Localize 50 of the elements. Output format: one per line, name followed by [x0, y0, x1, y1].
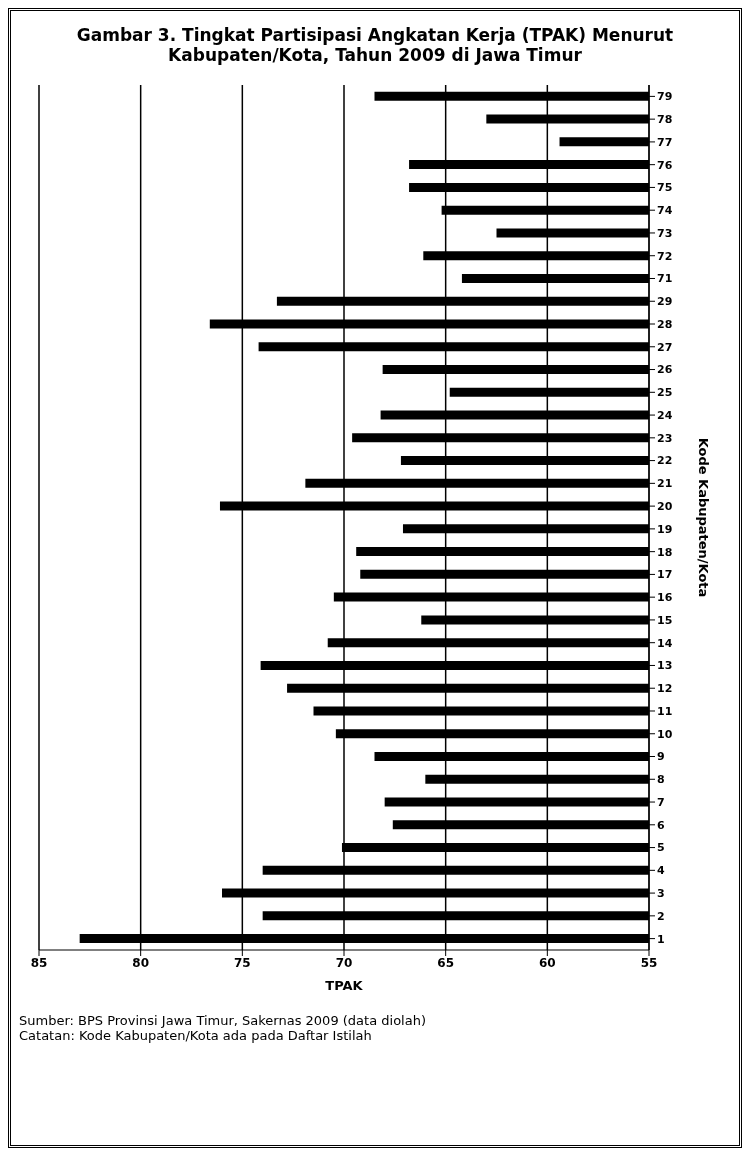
- chart-title: Gambar 3. Tingkat Partisipasi Angkatan Kerja (TPAK) Menurut Kabupaten/Kota, Tahun 2009 di Jawa Timur: [75, 25, 675, 65]
- y-tick-label: 11: [657, 704, 673, 718]
- text: Sumber: BPS Provinsi Jawa Timur, Sakernas 2009 (data diolah): [19, 1013, 427, 1028]
- y-tick-label: 29: [657, 295, 673, 309]
- y-tick-label: 27: [657, 340, 673, 354]
- y-tick-label: 12: [657, 682, 673, 696]
- y-tick-label: 77: [657, 135, 673, 149]
- y-tick-label: 16: [657, 591, 673, 605]
- y-tick-label: 25: [657, 386, 673, 400]
- y-tick-label: 22: [657, 454, 673, 468]
- y-tick-label: 28: [657, 317, 673, 331]
- y-tick-label: 3: [657, 887, 665, 900]
- y-tick-label: 1: [657, 932, 665, 946]
- y-tick-label: 20: [657, 500, 673, 514]
- y-tick-label: 79: [657, 90, 673, 104]
- y-tick-label: 71: [657, 272, 673, 286]
- x-axis-title: TPAK: [325, 978, 364, 993]
- y-tick-label: 6: [657, 818, 665, 832]
- x-tick-label: 80: [132, 955, 150, 970]
- y-axis-title: Kode Kabupaten/Kota: [696, 437, 712, 598]
- x-tick-label: 75: [233, 955, 251, 970]
- y-tick-label: 73: [657, 226, 673, 240]
- y-tick-label: 9: [657, 750, 665, 764]
- y-tick-label: 8: [657, 773, 665, 787]
- y-tick-label: 10: [657, 727, 673, 741]
- y-tick-label: 26: [657, 363, 673, 377]
- text: Catatan: Kode Kabupaten/Kota ada pada Daftar Istilah: [19, 1028, 373, 1043]
- y-tick-label: 24: [657, 408, 673, 422]
- y-tick-label: 78: [657, 113, 673, 127]
- x-tick-label: 85: [30, 955, 48, 970]
- y-tick-label: 17: [657, 568, 673, 582]
- y-tick-label: 5: [657, 841, 665, 855]
- y-tick-label: 75: [657, 181, 673, 195]
- x-tick-label: 70: [335, 955, 353, 970]
- y-tick-label: 15: [657, 613, 673, 627]
- x-tick-label: 65: [437, 955, 455, 970]
- y-tick-label: 76: [657, 158, 673, 172]
- y-tick-label: 21: [657, 477, 673, 491]
- y-tick-label: 72: [657, 249, 673, 263]
- y-tick-label: 13: [657, 659, 673, 673]
- x-tick-label: 60: [538, 955, 556, 970]
- y-tick-label: 18: [657, 545, 673, 559]
- x-tick-label: 55: [640, 955, 658, 970]
- y-tick-label: 2: [657, 909, 665, 923]
- y-tick-label: 4: [657, 864, 665, 878]
- y-tick-label: 19: [657, 522, 673, 536]
- y-tick-label: 23: [657, 431, 673, 445]
- y-tick-label: 14: [657, 636, 673, 650]
- y-tick-label: 74: [657, 204, 673, 218]
- y-tick-label: 7: [657, 795, 665, 809]
